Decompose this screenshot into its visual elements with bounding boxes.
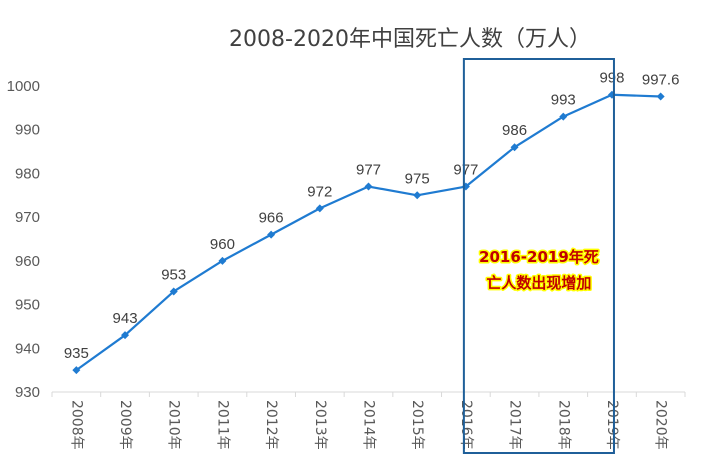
data-label: 998 [599,70,624,87]
x-tick-label: 2011年 [214,400,230,450]
x-tick-label: 2016年 [458,400,474,450]
data-point [169,287,178,296]
x-tick-label: 2017年 [507,400,523,450]
data-point [267,230,276,239]
y-tick-label: 950 [15,297,40,314]
data-label: 960 [210,236,235,253]
data-label: 977 [453,162,478,179]
chart-title: 2008-2020年中国死亡人数（万人） [229,27,591,52]
data-labels: 935 943 953 960 966 972 977 975 977 986 993 998 997.… [64,70,680,362]
x-tick-label: 2010年 [166,400,182,450]
highlight-box [462,58,615,454]
x-tick-label: 2014年 [361,400,377,450]
data-label: 966 [259,210,284,227]
data-label: 953 [161,266,186,283]
annotation-text: 2016-2019年死 [479,248,599,266]
data-label: 986 [502,122,527,139]
data-label: 972 [307,183,332,200]
series-group [72,90,665,375]
data-point [413,191,422,200]
y-tick-label: 980 [15,165,40,182]
x-tick-label: 2020年 [653,400,669,450]
data-point [72,366,81,375]
data-label: 977 [356,162,381,179]
x-axis: 2008年 2009年 2010年 2011年 2012年 2013年 2014年 2015年… [51,391,686,450]
y-tick-label: 990 [15,122,40,139]
data-point [218,256,227,265]
y-tick-label: 970 [15,209,40,226]
data-point [121,331,130,340]
y-tick-label: 960 [15,253,40,270]
y-axis: 930 940 950 960 970 980 990 1000 [7,78,40,401]
data-point [656,92,665,101]
data-label: 943 [113,310,138,327]
data-label: 935 [64,345,89,362]
x-tick-label: 2008年 [68,400,84,450]
data-point [315,204,324,213]
data-label: 975 [405,170,430,187]
data-point [559,112,568,121]
data-label: 997.6 [642,71,680,88]
data-label: 993 [551,92,576,109]
y-tick-label: 940 [15,340,40,357]
y-tick-label: 930 [15,384,40,401]
series-line [75,93,661,372]
x-tick-label: 2018年 [555,400,571,450]
x-tick-label: 2013年 [312,400,328,450]
data-point [510,143,519,152]
x-tick-label: 2009年 [117,400,133,450]
y-tick-label: 1000 [7,78,40,95]
x-tick-label: 2012年 [263,400,279,450]
data-point [364,182,373,191]
x-tick-label: 2015年 [409,400,425,450]
annotation-text: 亡人数出现增加 [486,274,591,292]
x-tick-label: 2019年 [604,400,620,450]
